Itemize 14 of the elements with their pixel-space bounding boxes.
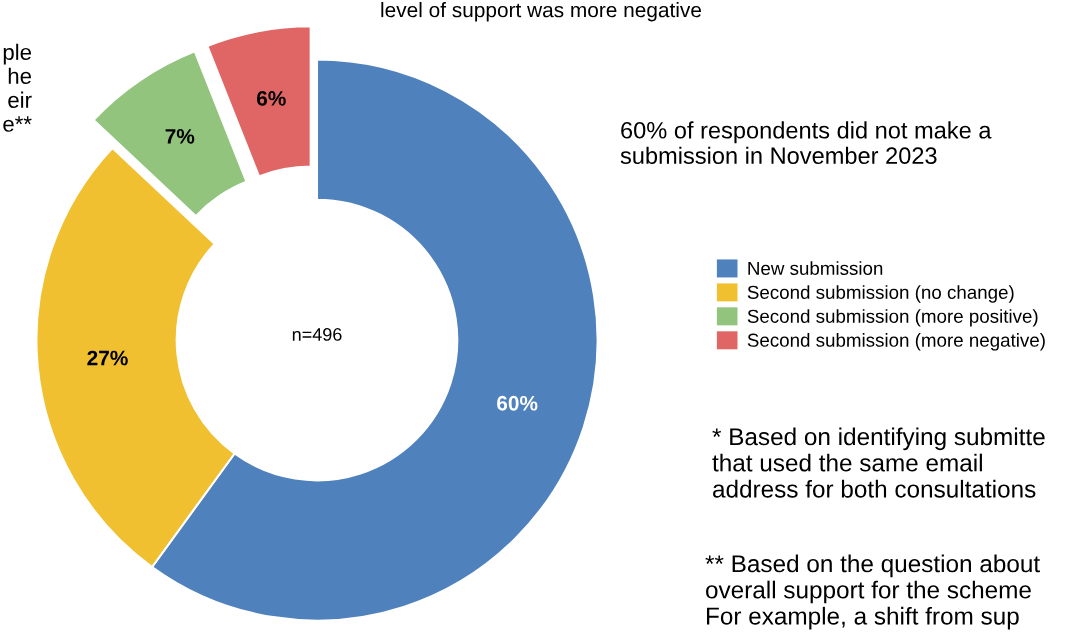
data-label: 6%: [256, 91, 286, 106]
text: n=496: [292, 328, 342, 341]
text: 60% of respondents did not make a submission in November 2023: [620, 121, 992, 165]
legend-label: Second submission (no change): [747, 285, 1014, 303]
legend-label: Second submission (more negative): [747, 333, 1045, 351]
text: ** Based on the question about overall support for the scheme For example, a shift from sup: [705, 554, 1040, 630]
text: level of support was more negative: [381, 2, 701, 22]
legend-label: New submission: [748, 261, 883, 275]
legend-label: Second submission (more positive): [747, 309, 1038, 327]
data-label: 60%: [497, 395, 538, 411]
data-label: 7%: [165, 128, 195, 144]
data-label: 27%: [87, 350, 128, 366]
text: * Based on identifying submitte that used the same email address for both consultations: [712, 427, 1045, 498]
text: ple he eir e**: [3, 43, 32, 132]
